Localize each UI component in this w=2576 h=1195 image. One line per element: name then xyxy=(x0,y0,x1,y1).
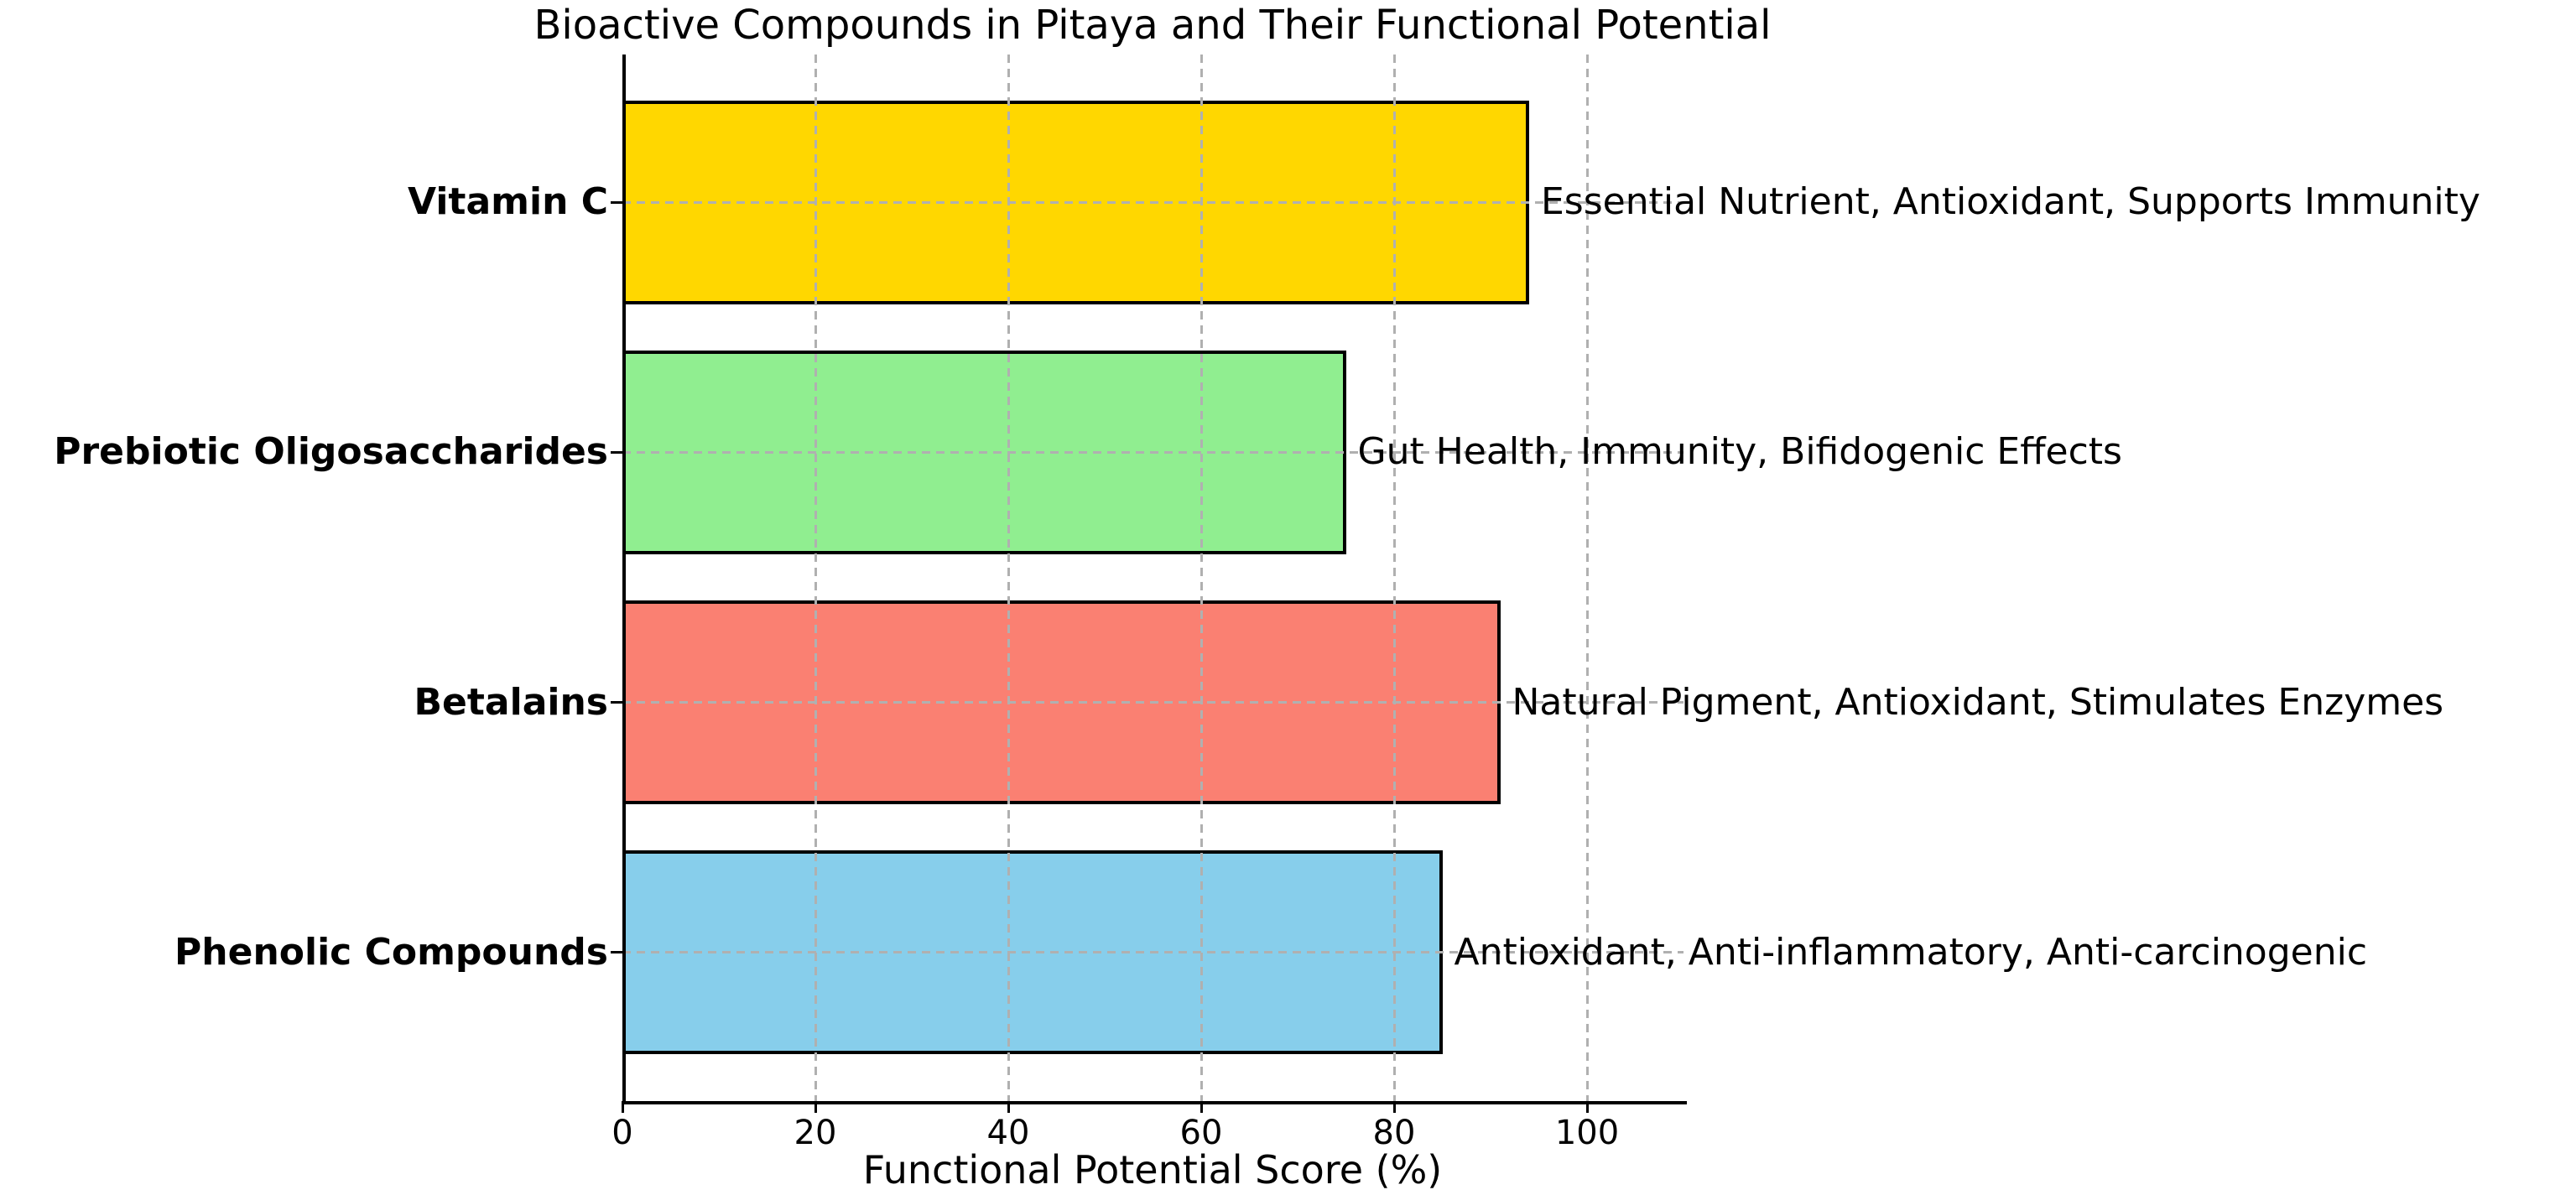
category-label-1: Prebiotic Oligosaccharides xyxy=(54,430,608,474)
x-tick-60 xyxy=(1200,1101,1203,1113)
x-tick-0 xyxy=(621,1101,624,1113)
category-label-0: Vitamin C xyxy=(408,180,608,223)
y-tick-1 xyxy=(611,450,622,454)
grid-line-x-20 xyxy=(814,55,817,1101)
y-tick-2 xyxy=(611,701,622,704)
x-tick-label-0: 0 xyxy=(611,1114,633,1152)
x-tick-label-60: 60 xyxy=(1179,1114,1223,1152)
x-tick-100 xyxy=(1585,1101,1589,1113)
x-tick-label-100: 100 xyxy=(1554,1114,1620,1152)
bar-annotation-0: Essential Nutrient, Antioxidant, Support… xyxy=(1541,180,2480,223)
x-tick-20 xyxy=(814,1101,817,1113)
bar-annotation-3: Antioxidant, Anti-inflammatory, Anti-car… xyxy=(1454,930,2368,974)
grid-line-y-1 xyxy=(622,450,1684,454)
x-tick-80 xyxy=(1392,1101,1396,1113)
grid-line-y-0 xyxy=(622,200,1684,204)
grid-line-y-3 xyxy=(622,951,1684,954)
bar-annotation-1: Gut Health, Immunity, Bifidogenic Effect… xyxy=(1357,430,2122,474)
y-tick-3 xyxy=(611,951,622,954)
x-tick-label-40: 40 xyxy=(986,1114,1030,1152)
grid-line-x-40 xyxy=(1007,55,1010,1101)
bar-annotation-2: Natural Pigment, Antioxidant, Stimulates… xyxy=(1512,680,2444,724)
chart-title: Bioactive Compounds in Pitaya and Their … xyxy=(533,2,1772,49)
grid-line-x-80 xyxy=(1392,55,1396,1101)
grid-line-x-60 xyxy=(1200,55,1203,1101)
y-tick-0 xyxy=(611,200,622,204)
x-tick-40 xyxy=(1007,1101,1010,1113)
x-tick-label-20: 20 xyxy=(794,1114,837,1152)
category-label-3: Phenolic Compounds xyxy=(174,930,608,974)
grid-line-x-100 xyxy=(1585,55,1589,1101)
x-axis-label: Functional Potential Score (%) xyxy=(862,1147,1443,1192)
grid-line-y-2 xyxy=(622,701,1684,704)
category-label-2: Betalains xyxy=(414,680,608,724)
x-tick-label-80: 80 xyxy=(1372,1114,1416,1152)
